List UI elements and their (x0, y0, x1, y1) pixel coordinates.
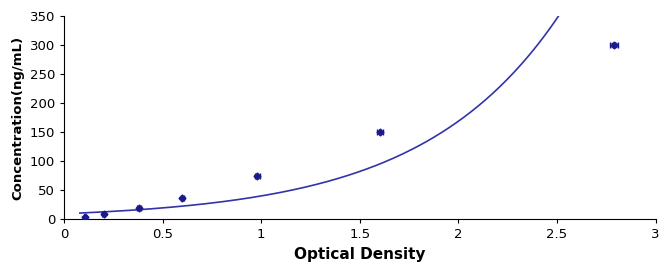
X-axis label: Optical Density: Optical Density (294, 247, 425, 262)
Y-axis label: Concentration(ng/mL): Concentration(ng/mL) (11, 36, 24, 200)
